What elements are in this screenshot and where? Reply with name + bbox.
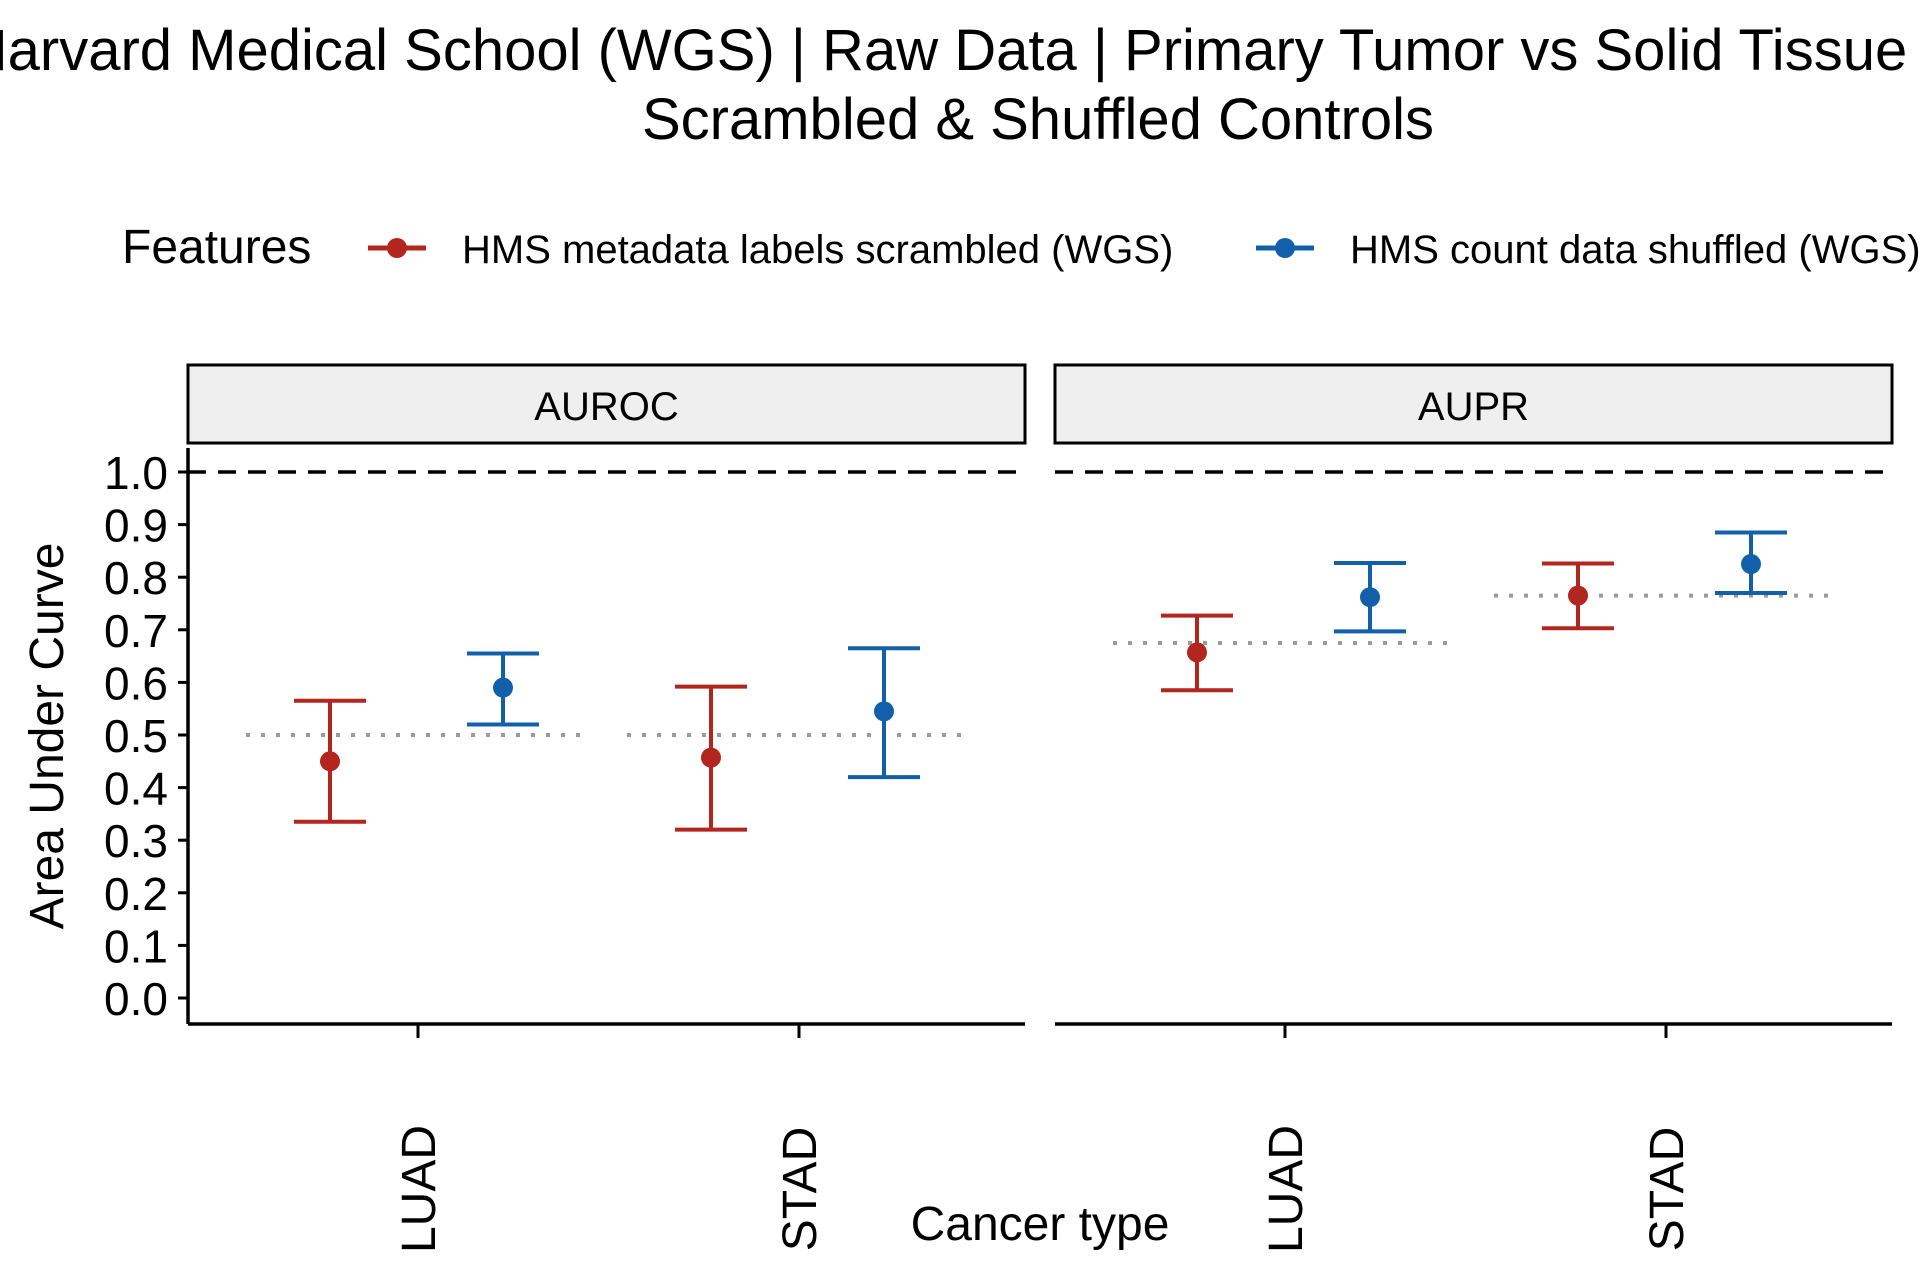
x-axis-label: Cancer type (911, 1198, 1170, 1251)
facet-strip (186, 363, 1027, 445)
y-tick-label: 0.7 (104, 605, 168, 657)
chart-title: Harvard Medical School (WGS) | Raw Data … (0, 18, 1920, 83)
x-tick-label: STAD (1641, 1127, 1694, 1251)
facet-label: AUPR (1418, 385, 1529, 429)
data-point (874, 701, 894, 722)
y-tick-label: 1.0 (104, 447, 168, 499)
x-tick-label: LUAD (1260, 1125, 1313, 1253)
y-tick-label: 0.6 (104, 657, 168, 709)
y-tick-label: 0.1 (104, 920, 168, 972)
panels: AUROC 0.00.10.20.30.40.50.60.70.80.91.0 LU… (104, 363, 1894, 1253)
y-tick-label: 0.0 (104, 973, 168, 1025)
y-tick-label: 0.9 (104, 500, 168, 552)
x-tick-label: LUAD (393, 1125, 446, 1253)
y-tick-label: 0.5 (104, 710, 168, 762)
legend-label: HMS count data shuffled (WGS) (1350, 228, 1920, 272)
legend-label: HMS metadata labels scrambled (WGS) (462, 228, 1173, 272)
y-tick-label: 0.2 (104, 868, 168, 920)
data-point (1568, 585, 1588, 606)
legend: Features HMS metadata labels scrambled (… (122, 221, 1920, 274)
chart-subtitle: Scrambled & Shuffled Controls (642, 87, 1434, 152)
panel-aupr: AUPR LUAD STAD (1053, 363, 1894, 1253)
facet-strip (1053, 363, 1894, 445)
y-tick-label: 0.3 (104, 815, 168, 867)
facet-label: AUROC (534, 385, 678, 429)
x-tick-label: STAD (774, 1127, 827, 1251)
legend-title: Features (122, 221, 311, 274)
legend-key-point (1275, 238, 1295, 258)
data-point (1360, 587, 1380, 608)
data-point (320, 751, 340, 772)
data-point (1741, 554, 1761, 575)
y-tick-label: 0.8 (104, 552, 168, 604)
data-point (701, 747, 721, 768)
data-point (493, 677, 513, 698)
legend-key-point (387, 238, 407, 258)
panel-auroc: AUROC 0.00.10.20.30.40.50.60.70.80.91.0 LU… (104, 363, 1027, 1253)
y-tick-label: 0.4 (104, 763, 168, 815)
y-axis-label: Area Under Curve (21, 543, 74, 930)
data-point (1187, 642, 1207, 663)
